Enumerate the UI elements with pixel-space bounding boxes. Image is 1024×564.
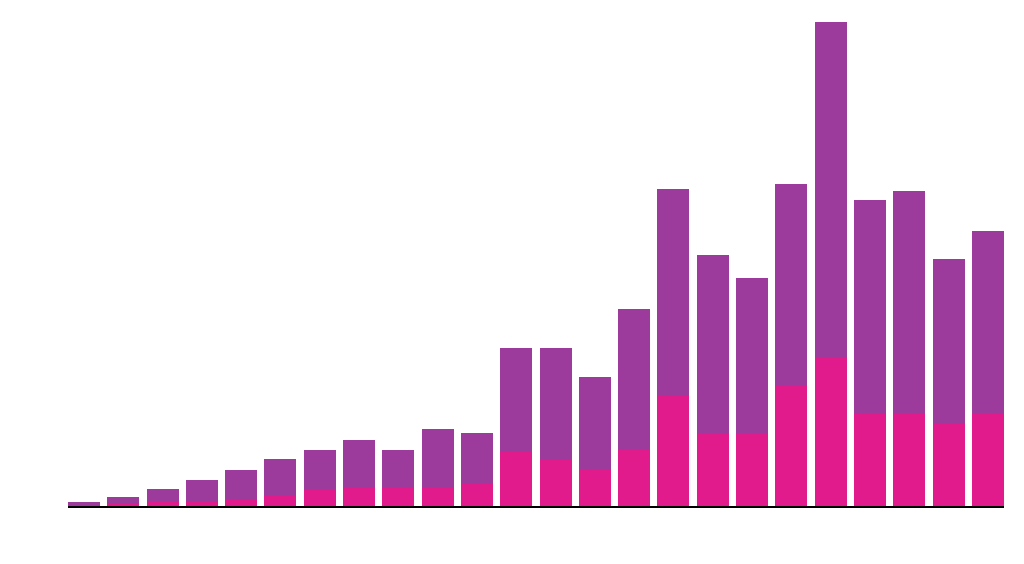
bar-top-segment xyxy=(461,433,493,484)
bar-top-segment xyxy=(422,429,454,487)
bar-bottom-segment xyxy=(382,487,414,508)
bar xyxy=(854,20,886,508)
bar-top-segment xyxy=(933,259,965,423)
bar xyxy=(540,20,572,508)
bar-bottom-segment xyxy=(893,414,925,508)
bar-top-segment xyxy=(382,450,414,488)
bar-bottom-segment xyxy=(736,433,768,508)
bar-bottom-segment xyxy=(579,469,611,508)
bar-top-segment xyxy=(893,191,925,414)
bar-top-segment xyxy=(500,348,532,451)
bar xyxy=(775,20,807,508)
bar xyxy=(264,20,296,508)
bar xyxy=(500,20,532,508)
bar-top-segment xyxy=(186,480,218,501)
bar-top-segment xyxy=(736,278,768,433)
bar xyxy=(147,20,179,508)
bar-top-segment xyxy=(657,189,689,395)
bar xyxy=(186,20,218,508)
bar-top-segment xyxy=(972,231,1004,414)
bar-bottom-segment xyxy=(500,452,532,508)
bar-bottom-segment xyxy=(422,487,454,508)
bar-bottom-segment xyxy=(461,484,493,508)
bar xyxy=(893,20,925,508)
bar xyxy=(107,20,139,508)
bar-top-segment xyxy=(540,348,572,459)
bar xyxy=(68,20,100,508)
bar xyxy=(461,20,493,508)
bar-bottom-segment xyxy=(972,414,1004,508)
bar xyxy=(382,20,414,508)
bar xyxy=(422,20,454,508)
bar xyxy=(815,20,847,508)
bar xyxy=(697,20,729,508)
bar-bottom-segment xyxy=(697,433,729,508)
bar xyxy=(304,20,336,508)
bar-top-segment xyxy=(697,255,729,433)
bars-container xyxy=(68,20,1004,508)
bar-top-segment xyxy=(264,459,296,495)
bar-top-segment xyxy=(225,470,257,498)
bar xyxy=(225,20,257,508)
bar-top-segment xyxy=(579,377,611,469)
bar-top-segment xyxy=(854,200,886,414)
chart-baseline xyxy=(68,506,1004,508)
bar-bottom-segment xyxy=(775,386,807,508)
bar-top-segment xyxy=(304,450,336,489)
bar xyxy=(657,20,689,508)
bar-top-segment xyxy=(775,184,807,386)
bar-bottom-segment xyxy=(540,459,572,508)
bar xyxy=(736,20,768,508)
bar xyxy=(343,20,375,508)
bar-bottom-segment xyxy=(854,414,886,508)
bar-top-segment xyxy=(147,489,179,502)
bar-top-segment xyxy=(107,497,139,505)
bar xyxy=(618,20,650,508)
bar-top-segment xyxy=(618,309,650,450)
bar xyxy=(579,20,611,508)
stacked-bar-chart xyxy=(68,20,1004,508)
bar-bottom-segment xyxy=(657,395,689,508)
bar-top-segment xyxy=(815,22,847,358)
bar-bottom-segment xyxy=(343,487,375,508)
bar-bottom-segment xyxy=(618,450,650,508)
bar xyxy=(972,20,1004,508)
bar-bottom-segment xyxy=(933,424,965,508)
bar xyxy=(933,20,965,508)
bar-top-segment xyxy=(343,440,375,487)
bar-bottom-segment xyxy=(815,358,847,508)
